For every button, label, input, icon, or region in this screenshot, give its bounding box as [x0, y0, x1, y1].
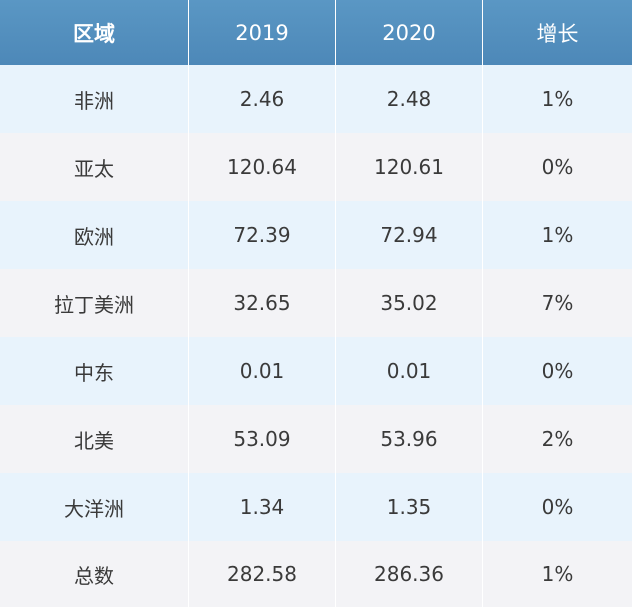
cell-2019: 72.39 [189, 201, 336, 269]
cell-region: 中东 [0, 337, 189, 405]
cell-region: 北美 [0, 405, 189, 473]
cell-growth: 2% [483, 405, 632, 473]
header-2019: 2019 [189, 0, 336, 65]
cell-region: 非洲 [0, 65, 189, 133]
cell-region: 大洋洲 [0, 473, 189, 541]
cell-2020: 120.61 [336, 133, 483, 201]
cell-2020: 1.35 [336, 473, 483, 541]
header-2020: 2020 [336, 0, 483, 65]
cell-2020: 53.96 [336, 405, 483, 473]
cell-2019: 120.64 [189, 133, 336, 201]
cell-2020: 72.94 [336, 201, 483, 269]
cell-2020: 0.01 [336, 337, 483, 405]
header-region: 区域 [0, 0, 189, 65]
cell-growth: 1% [483, 541, 632, 607]
cell-2020: 35.02 [336, 269, 483, 337]
cell-2019: 2.46 [189, 65, 336, 133]
cell-2019: 0.01 [189, 337, 336, 405]
cell-region: 总数 [0, 541, 189, 607]
cell-growth: 1% [483, 65, 632, 133]
cell-2019: 1.34 [189, 473, 336, 541]
cell-growth: 1% [483, 201, 632, 269]
cell-2019: 32.65 [189, 269, 336, 337]
cell-growth: 0% [483, 133, 632, 201]
cell-region: 亚太 [0, 133, 189, 201]
header-growth: 增长 [483, 0, 632, 65]
cell-2019: 53.09 [189, 405, 336, 473]
cell-region: 欧洲 [0, 201, 189, 269]
cell-region: 拉丁美洲 [0, 269, 189, 337]
cell-2020: 2.48 [336, 65, 483, 133]
cell-growth: 0% [483, 473, 632, 541]
cell-2019: 282.58 [189, 541, 336, 607]
cell-growth: 7% [483, 269, 632, 337]
cell-2020: 286.36 [336, 541, 483, 607]
cell-growth: 0% [483, 337, 632, 405]
